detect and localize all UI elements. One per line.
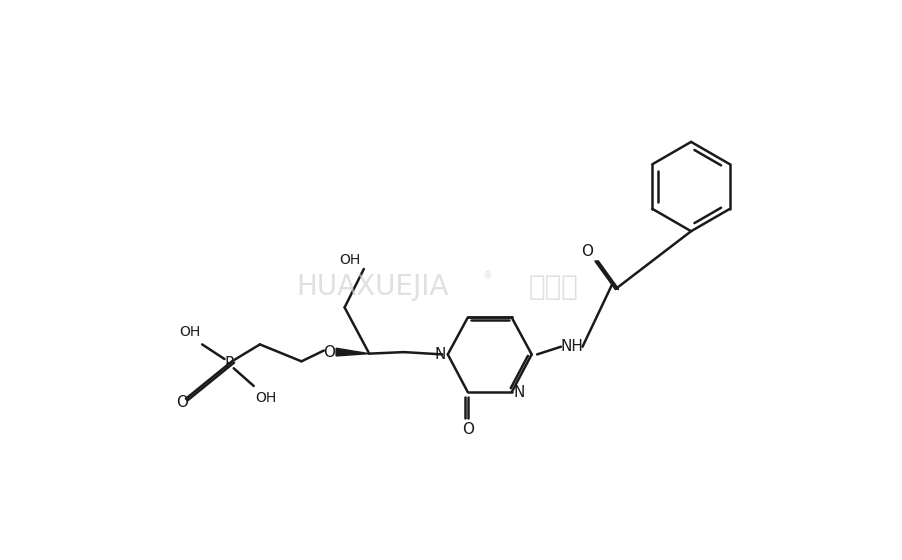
Text: OH: OH [179, 325, 200, 339]
Text: O: O [581, 245, 593, 259]
Text: P: P [225, 356, 234, 371]
Text: OH: OH [255, 391, 276, 405]
Text: O: O [176, 395, 188, 410]
Text: HUAXUEJIA: HUAXUEJIA [296, 273, 448, 301]
Text: N: N [434, 347, 446, 362]
Polygon shape [336, 348, 369, 356]
Text: N: N [513, 385, 524, 400]
Text: ®: ® [482, 272, 492, 281]
Text: O: O [461, 422, 474, 437]
Text: O: O [323, 344, 335, 360]
Text: 化学加: 化学加 [528, 273, 577, 301]
Text: OH: OH [339, 253, 360, 267]
Text: NH: NH [559, 339, 583, 354]
